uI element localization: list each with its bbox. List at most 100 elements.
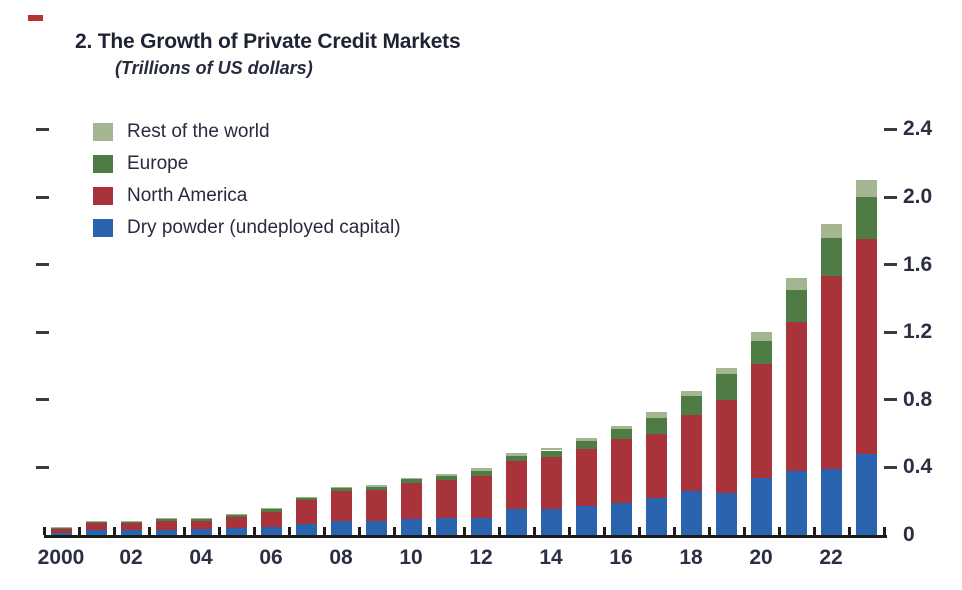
x-axis-tick xyxy=(322,527,326,535)
bar-segment-2001 xyxy=(85,523,107,530)
y-axis-tick xyxy=(884,263,897,267)
bar-segment-2006 xyxy=(260,509,282,513)
bar-segment-2019 xyxy=(715,367,737,374)
bar-segment-2000 xyxy=(50,527,72,530)
bar-segment-2004 xyxy=(190,517,212,519)
bar-segment-2001 xyxy=(85,521,107,524)
bar-segment-2020 xyxy=(750,340,772,365)
x-axis-tick xyxy=(427,527,431,535)
x-axis-tick xyxy=(112,527,116,535)
y-axis-label: 1.2 xyxy=(903,320,933,344)
x-axis-tick xyxy=(77,527,81,535)
x-axis-label: 14 xyxy=(539,546,563,569)
x-axis-tick xyxy=(287,527,291,535)
x-axis-tick xyxy=(392,527,396,535)
bar-segment-2015 xyxy=(575,506,597,535)
x-axis-label: 08 xyxy=(329,546,353,569)
x-axis-tick xyxy=(252,527,256,535)
bar-segment-2022 xyxy=(820,276,842,470)
y-axis-tick-left xyxy=(36,127,49,131)
y-axis-tick xyxy=(884,465,897,469)
bar-segment-2016 xyxy=(610,502,632,535)
legend-item-north-america: North America xyxy=(93,185,401,206)
y-axis-label: 1.6 xyxy=(903,252,933,276)
bar-segment-2023 xyxy=(855,453,877,535)
bar-segment-2022 xyxy=(820,224,842,238)
y-axis-label: 0.8 xyxy=(903,387,933,411)
y-axis-label: 0.4 xyxy=(903,455,933,479)
bar-segment-2004 xyxy=(190,520,212,530)
bar-segment-2021 xyxy=(785,278,807,290)
bar-segment-2003 xyxy=(155,529,177,535)
x-axis-tick xyxy=(602,527,606,535)
y-axis-tick-left xyxy=(36,330,49,334)
bar-segment-2023 xyxy=(855,239,877,454)
legend-item-rest-of-world: Rest of the world xyxy=(93,121,401,142)
bar-segment-2002 xyxy=(120,529,142,535)
x-axis-tick xyxy=(707,527,711,535)
x-axis-tick xyxy=(147,527,151,535)
bar-segment-2010 xyxy=(400,483,422,519)
bar-segment-2017 xyxy=(645,417,667,434)
bar-segment-2021 xyxy=(785,289,807,323)
bar-segment-2011 xyxy=(435,480,457,519)
bar-segment-2013 xyxy=(505,453,527,456)
bar-segment-2009 xyxy=(365,490,387,522)
bar-segment-2011 xyxy=(435,518,457,535)
x-axis-tick xyxy=(462,527,466,535)
bar-segment-2022 xyxy=(820,469,842,535)
x-axis-tick xyxy=(217,527,221,535)
y-axis-label: 2.4 xyxy=(903,117,933,141)
bar-segment-2010 xyxy=(400,477,422,480)
bar-segment-2016 xyxy=(610,429,632,439)
legend-label: Europe xyxy=(127,153,189,174)
bar-segment-2019 xyxy=(715,373,737,400)
legend-swatch-icon xyxy=(93,219,113,237)
bar-segment-2002 xyxy=(120,523,142,530)
bar-segment-2001 xyxy=(85,521,107,523)
y-axis-label: 0 xyxy=(903,523,915,546)
bar-segment-2008 xyxy=(330,520,352,535)
x-axis-tick xyxy=(567,527,571,535)
y-axis-tick-left xyxy=(36,465,49,469)
legend-item-europe: Europe xyxy=(93,153,401,174)
bar-segment-2015 xyxy=(575,448,597,507)
x-axis-label: 22 xyxy=(819,546,843,569)
y-axis-tick-left xyxy=(36,263,49,267)
x-axis-label: 16 xyxy=(609,546,633,569)
bar-segment-2018 xyxy=(680,390,702,396)
chart-title: 2. The Growth of Private Credit Markets xyxy=(75,30,461,53)
bar-segment-2007 xyxy=(295,496,317,498)
legend-label: Rest of the world xyxy=(127,121,270,142)
bar-segment-2012 xyxy=(470,468,492,471)
x-axis-tick xyxy=(777,527,781,535)
x-axis-label: 04 xyxy=(189,546,213,569)
x-axis-label: 10 xyxy=(399,546,423,569)
bar-segment-2005 xyxy=(225,514,247,518)
bar-segment-2016 xyxy=(610,438,632,503)
bar-segment-2019 xyxy=(715,492,737,535)
bar-segment-2017 xyxy=(645,497,667,535)
bar-segment-2000 xyxy=(50,533,72,535)
bar-segment-2022 xyxy=(820,237,842,277)
bar-segment-2014 xyxy=(540,447,562,451)
bar-segment-2017 xyxy=(645,412,667,418)
legend-swatch-icon xyxy=(93,155,113,173)
bar-segment-2018 xyxy=(680,415,702,492)
bar-segment-2012 xyxy=(470,518,492,535)
bar-segment-2003 xyxy=(155,518,177,521)
bar-segment-2014 xyxy=(540,450,562,458)
legend: Rest of the world Europe North America D… xyxy=(93,121,401,250)
bar-segment-2023 xyxy=(855,197,877,240)
legend-item-dry-powder: Dry powder (undeployed capital) xyxy=(93,217,401,238)
x-axis-label: 02 xyxy=(119,546,143,569)
bar-segment-2000 xyxy=(50,529,72,534)
bar-segment-2018 xyxy=(680,491,702,535)
x-axis-label: 18 xyxy=(679,546,703,569)
bar-segment-2018 xyxy=(680,395,702,415)
bar-segment-2001 xyxy=(85,529,107,535)
bar-segment-2007 xyxy=(295,500,317,524)
legend-swatch-icon xyxy=(93,187,113,205)
bar-segment-2013 xyxy=(505,508,527,535)
